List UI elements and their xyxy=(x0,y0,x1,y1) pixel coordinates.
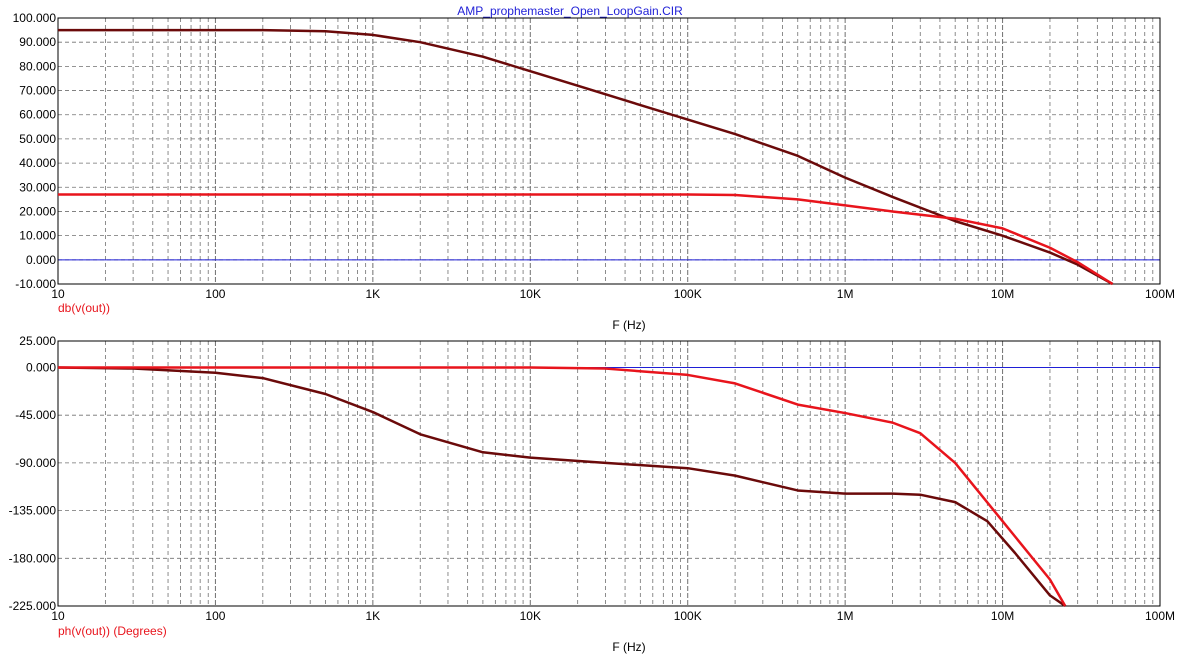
y-tick-label: 50.000 xyxy=(19,132,56,146)
x-tick-label: 10K xyxy=(520,287,541,301)
y-tick-label: 20.000 xyxy=(19,204,56,218)
x-tick-label: 10M xyxy=(991,287,1014,301)
y-tick-label: 60.000 xyxy=(19,108,56,122)
x-tick-label: 100 xyxy=(205,287,225,301)
x-tick-label: 10M xyxy=(991,609,1014,623)
x-tick-label: 1K xyxy=(366,287,381,301)
y-tick-label: -135.000 xyxy=(9,504,57,518)
y-tick-label: 10.000 xyxy=(19,229,56,243)
y-tick-label: 70.000 xyxy=(19,84,56,98)
x-tick-label: 100M xyxy=(1145,609,1175,623)
y-tick-label: 90.000 xyxy=(19,35,56,49)
y-tick-label: 30.000 xyxy=(19,180,56,194)
series-line-1 xyxy=(58,193,1114,286)
series-line-1 xyxy=(58,366,1067,607)
x-tick-label: 1K xyxy=(366,609,381,623)
x-tick-label: 1M xyxy=(837,609,854,623)
y-tick-label: -225.000 xyxy=(9,599,57,613)
x-tick-label: 100M xyxy=(1145,287,1175,301)
x-axis-label: F (Hz) xyxy=(612,640,645,654)
series-line-0 xyxy=(57,366,1066,608)
y-tick-label: 100.000 xyxy=(13,11,57,25)
x-tick-label: 10K xyxy=(520,609,541,623)
x-tick-label: 100K xyxy=(674,287,702,301)
x-tick-label: 100K xyxy=(674,609,702,623)
x-tick-label: 100 xyxy=(205,609,225,623)
y-tick-label: 80.000 xyxy=(19,59,56,73)
y-tick-label: 40.000 xyxy=(19,156,56,170)
y-tick-label: 25.000 xyxy=(19,334,56,348)
y-axis-label: db(v(out)) xyxy=(58,301,110,315)
plot-frame xyxy=(57,17,1161,285)
y-tick-label: 0.000 xyxy=(26,361,56,375)
x-tick-label: 10 xyxy=(51,609,65,623)
y-tick-label: 0.000 xyxy=(26,253,56,267)
series-line-0 xyxy=(58,28,1114,286)
gain-panel: 10 100 1K 10K 100K 1M 10M 100M 100.000 90.000 80.0… xyxy=(13,11,1175,332)
y-axis-label: ph(v(out)) (Degrees) xyxy=(58,624,167,638)
x-axis-label: F (Hz) xyxy=(612,318,645,332)
y-tick-label: -90.000 xyxy=(15,456,56,470)
chart-title: AMP_prophemaster_Open_LoopGain.CIR xyxy=(457,4,683,18)
plot-frame xyxy=(57,340,1161,607)
x-tick-label: 10 xyxy=(51,287,65,301)
y-tick-label: -180.000 xyxy=(9,551,57,565)
y-tick-label: -10.000 xyxy=(15,277,56,291)
x-tick-label: 1M xyxy=(837,287,854,301)
phase-panel: 10 100 1K 10K 100K 1M 10M 100M 25.000 0.000 -45.00… xyxy=(9,334,1175,654)
y-tick-label: -45.000 xyxy=(15,408,56,422)
